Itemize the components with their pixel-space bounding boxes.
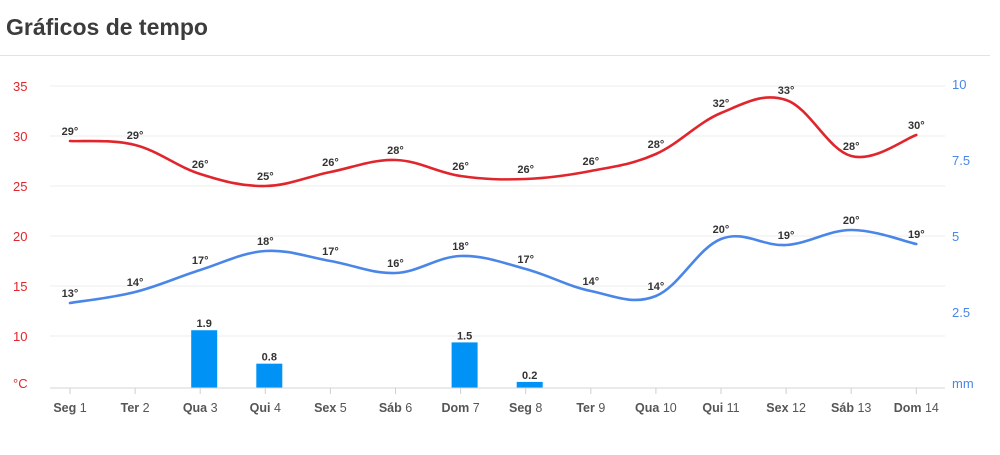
left-axis: 35 30 25 20 15 10 °C [13, 79, 28, 391]
min-temperature-label: 19° [778, 230, 795, 242]
min-temperature-label: 20° [843, 215, 860, 227]
x-axis-label: Qui 4 [250, 401, 281, 415]
title-divider [0, 55, 990, 56]
value-labels: 1.9 0.8 1.5 0.2 29° 29° 26° 25° 26° 28° 26° 26° 26° 2… [62, 85, 925, 382]
max-temperature-label: 26° [452, 161, 469, 173]
right-axis-tick: 2.5 [952, 305, 970, 320]
max-temperature-line [68, 96, 918, 188]
min-temperature-label: 16° [387, 258, 404, 270]
max-temperature-label: 26° [322, 157, 339, 169]
left-axis-tick: 20 [13, 229, 27, 244]
x-axis-label: Sex 12 [766, 401, 806, 415]
precipitation-bar [451, 342, 478, 388]
x-axis-label: Qui 11 [702, 401, 739, 415]
x-axis-label: Dom 14 [894, 401, 939, 415]
min-temperature-label: 17° [517, 254, 534, 266]
x-axis-label: Ter 9 [576, 401, 605, 415]
min-temperature-label: 17° [192, 255, 209, 267]
right-axis: 10 7.5 5 2.5 mm [952, 77, 974, 391]
x-axis-label: Sáb 6 [379, 401, 412, 415]
precipitation-bar [516, 381, 543, 388]
x-axis: Seg 1 Ter 2 Qua 3 Qui 4 Sex 5 Sáb 6 Dom 7 Seg 8… [50, 387, 945, 415]
min-temperature-label: 19° [908, 229, 925, 241]
left-axis-unit: °C [13, 376, 28, 391]
min-temperature-label: 14° [582, 276, 599, 288]
max-temperature-label: 28° [843, 141, 860, 153]
precipitation-label: 1.9 [197, 318, 212, 330]
max-temperature-label: 25° [257, 171, 274, 183]
grid-lines [50, 85, 945, 337]
min-temperature-label: 14° [648, 281, 665, 293]
max-temperature-label: 29° [127, 130, 144, 142]
page-title: Gráficos de tempo [6, 14, 208, 40]
x-axis-label: Sáb 13 [831, 401, 871, 415]
min-temperature-line [68, 228, 918, 305]
right-axis-tick: 10 [952, 77, 966, 92]
left-axis-tick: 25 [13, 179, 27, 194]
min-temperature-label: 13° [62, 288, 79, 300]
precipitation-bars [191, 330, 543, 388]
precipitation-label: 0.8 [262, 352, 277, 364]
max-temperature-label: 28° [648, 139, 665, 151]
max-temperature-label: 30° [908, 120, 925, 132]
precipitation-bar [256, 363, 283, 388]
left-axis-tick: 30 [13, 129, 27, 144]
precipitation-label: 0.2 [522, 370, 537, 382]
x-axis-label: Qua 3 [183, 401, 218, 415]
max-temperature-label: 33° [778, 85, 795, 97]
max-temperature-label: 29° [62, 126, 79, 138]
precipitation-label: 1.5 [457, 330, 472, 342]
right-axis-tick: 7.5 [952, 153, 970, 168]
temperature-lines [68, 96, 918, 305]
min-temperature-label: 18° [257, 236, 274, 248]
right-axis-unit: mm [952, 376, 974, 391]
max-temperature-label: 32° [713, 98, 730, 110]
max-temperature-label: 28° [387, 145, 404, 157]
min-temperature-label: 17° [322, 246, 339, 258]
x-axis-label: Dom 7 [441, 401, 479, 415]
x-axis-label: Sex 5 [314, 401, 347, 415]
min-temperature-label: 18° [452, 241, 469, 253]
max-temperature-label: 26° [192, 159, 209, 171]
min-temperature-label: 20° [713, 224, 730, 236]
max-temperature-label: 26° [517, 164, 534, 176]
precipitation-bar [191, 330, 218, 388]
x-axis-label: Seg 1 [53, 401, 86, 415]
right-axis-tick: 5 [952, 229, 959, 244]
min-temperature-label: 14° [127, 277, 144, 289]
x-axis-label: Seg 8 [509, 401, 542, 415]
left-axis-tick: 35 [13, 79, 27, 94]
x-axis-label: Qua 10 [635, 401, 677, 415]
max-temperature-label: 26° [582, 156, 599, 168]
x-axis-label: Ter 2 [121, 401, 150, 415]
left-axis-tick: 15 [13, 279, 27, 294]
left-axis-tick: 10 [13, 329, 27, 344]
